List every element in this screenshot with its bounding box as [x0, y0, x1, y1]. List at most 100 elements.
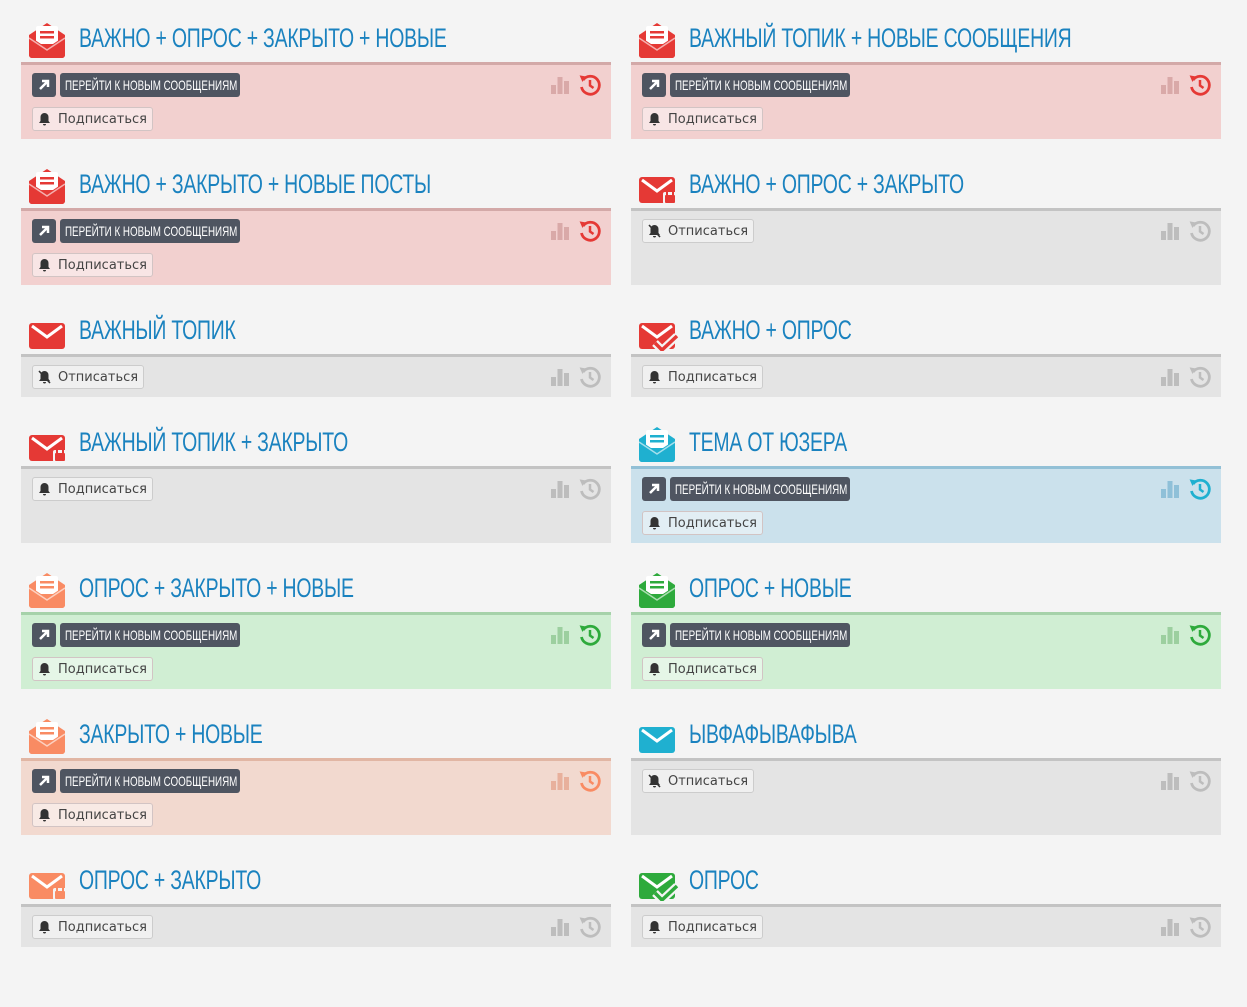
topic-block: ВАЖНО + ОПРОС + ЗАКРЫТО + НОВЫЕ ПЕРЕЙТИ К…: [21, 15, 611, 139]
topic-header: ОПРОС + НОВЫЕ: [631, 565, 1221, 612]
bar-chart-icon[interactable]: [1160, 625, 1180, 649]
history-icon[interactable]: [578, 915, 602, 943]
bar-chart-icon[interactable]: [550, 771, 570, 795]
history-icon[interactable]: [578, 477, 602, 505]
envelope-icon: [631, 715, 679, 755]
history-icon[interactable]: [1188, 477, 1212, 505]
subscribe-label: Подписаться: [58, 807, 147, 823]
bar-chart-icon[interactable]: [1160, 221, 1180, 245]
topic-header: ВАЖНО + ОПРОС: [631, 307, 1221, 354]
history-icon[interactable]: [578, 623, 602, 651]
topic-title[interactable]: ВАЖНО + ОПРОС: [689, 315, 852, 345]
goto-new-messages-button[interactable]: ПЕРЕЙТИ К НОВЫМ СООБЩЕНИЯМ: [642, 623, 1210, 647]
topic-header: ВАЖНЫЙ ТОПИК + ЗАКРЫТО: [21, 419, 611, 466]
envelope-open-icon: [631, 569, 679, 609]
goto-label: ПЕРЕЙТИ К НОВЫМ СООБЩЕНИЯМ: [65, 77, 238, 93]
goto-new-messages-button[interactable]: ПЕРЕЙТИ К НОВЫМ СООБЩЕНИЯМ: [32, 73, 600, 97]
goto-new-messages-button[interactable]: ПЕРЕЙТИ К НОВЫМ СООБЩЕНИЯМ: [642, 73, 1210, 97]
history-icon[interactable]: [578, 365, 602, 393]
topic-title[interactable]: ОПРОС: [689, 865, 759, 895]
history-icon[interactable]: [1188, 365, 1212, 393]
unsubscribe-label: Отписаться: [668, 223, 749, 239]
topic-title[interactable]: ВАЖНЫЙ ТОПИК + ЗАКРЫТО: [79, 427, 348, 457]
goto-new-messages-button[interactable]: ПЕРЕЙТИ К НОВЫМ СООБЩЕНИЯМ: [32, 769, 600, 793]
topic-title[interactable]: ВАЖНЫЙ ТОПИК + НОВЫЕ СООБЩЕНИЯ: [689, 23, 1072, 53]
bell-icon: [648, 370, 661, 384]
topic-card: ПЕРЕЙТИ К НОВЫМ СООБЩЕНИЯМ Подписаться: [631, 612, 1221, 689]
topic-card: Подписаться: [21, 904, 611, 947]
topic-grid: ВАЖНО + ОПРОС + ЗАКРЫТО + НОВЫЕ ПЕРЕЙТИ К…: [21, 15, 1221, 947]
envelope-check-icon: [631, 311, 679, 351]
topic-header: ВАЖНО + ОПРОС + ЗАКРЫТО: [631, 161, 1221, 208]
bell-slash-icon: [648, 224, 661, 238]
history-icon[interactable]: [1188, 219, 1212, 247]
topic-title[interactable]: ОПРОС + ЗАКРЫТО + НОВЫЕ: [79, 573, 354, 603]
subscribe-button[interactable]: Подписаться: [32, 253, 153, 277]
topic-title[interactable]: ТЕМА ОТ ЮЗЕРА: [689, 427, 847, 457]
bar-chart-icon[interactable]: [550, 917, 570, 941]
bell-icon: [38, 112, 51, 126]
unsubscribe-button[interactable]: Отписаться: [32, 365, 145, 389]
history-icon[interactable]: [1188, 915, 1212, 943]
topic-title[interactable]: ВАЖНО + ОПРОС + ЗАКРЫТО: [689, 169, 964, 199]
topic-header: ВАЖНЫЙ ТОПИК: [21, 307, 611, 354]
bar-chart-icon[interactable]: [1160, 367, 1180, 391]
subscribe-button[interactable]: Подписаться: [32, 657, 153, 681]
subscribe-button[interactable]: Подписаться: [642, 365, 763, 389]
topic-title[interactable]: ЫВФАФЫВАФЫВА: [689, 719, 857, 749]
bar-chart-icon[interactable]: [550, 367, 570, 391]
subscribe-button[interactable]: Подписаться: [32, 803, 153, 827]
bar-chart-icon[interactable]: [550, 75, 570, 99]
goto-label: ПЕРЕЙТИ К НОВЫМ СООБЩЕНИЯМ: [65, 773, 238, 789]
envelope-lock-icon: [21, 423, 69, 463]
history-icon[interactable]: [578, 219, 602, 247]
bar-chart-icon[interactable]: [550, 479, 570, 503]
subscribe-button[interactable]: Подписаться: [642, 107, 763, 131]
topic-block: ВАЖНО + ОПРОС + ЗАКРЫТО Отписаться: [631, 161, 1221, 285]
topic-block: ВАЖНО + ОПРОС Подписаться: [631, 307, 1221, 397]
topic-title[interactable]: ВАЖНЫЙ ТОПИК: [79, 315, 236, 345]
bar-chart-icon[interactable]: [1160, 917, 1180, 941]
unsubscribe-button[interactable]: Отписаться: [642, 769, 755, 793]
goto-label: ПЕРЕЙТИ К НОВЫМ СООБЩЕНИЯМ: [675, 627, 848, 643]
bell-icon: [38, 808, 51, 822]
history-icon[interactable]: [1188, 73, 1212, 101]
subscribe-button[interactable]: Подписаться: [642, 511, 763, 535]
subscribe-button[interactable]: Подписаться: [642, 657, 763, 681]
envelope-open-icon: [21, 569, 69, 609]
subscribe-button[interactable]: Подписаться: [642, 915, 763, 939]
envelope-open-icon: [21, 165, 69, 205]
subscribe-button[interactable]: Подписаться: [32, 477, 153, 501]
topic-title[interactable]: ЗАКРЫТО + НОВЫЕ: [79, 719, 263, 749]
subscribe-button[interactable]: Подписаться: [32, 915, 153, 939]
subscribe-button[interactable]: Подписаться: [32, 107, 153, 131]
topic-card: Подписаться: [631, 904, 1221, 947]
topic-block: ОПРОС Подписаться: [631, 857, 1221, 947]
bar-chart-icon[interactable]: [550, 221, 570, 245]
bar-chart-icon[interactable]: [1160, 75, 1180, 99]
goto-new-messages-button[interactable]: ПЕРЕЙТИ К НОВЫМ СООБЩЕНИЯМ: [32, 623, 600, 647]
bar-chart-icon[interactable]: [550, 625, 570, 649]
topic-title[interactable]: ВАЖНО + ЗАКРЫТО + НОВЫЕ ПОСТЫ: [79, 169, 432, 199]
history-icon[interactable]: [1188, 623, 1212, 651]
goto-label: ПЕРЕЙТИ К НОВЫМ СООБЩЕНИЯМ: [65, 223, 238, 239]
unsubscribe-button[interactable]: Отписаться: [642, 219, 755, 243]
history-icon[interactable]: [1188, 769, 1212, 797]
bar-chart-icon[interactable]: [1160, 771, 1180, 795]
goto-new-messages-button[interactable]: ПЕРЕЙТИ К НОВЫМ СООБЩЕНИЯМ: [32, 219, 600, 243]
subscribe-label: Подписаться: [58, 919, 147, 935]
topic-title[interactable]: ОПРОС + ЗАКРЫТО: [79, 865, 262, 895]
bell-icon: [38, 258, 51, 272]
goto-new-messages-button[interactable]: ПЕРЕЙТИ К НОВЫМ СООБЩЕНИЯМ: [642, 477, 1210, 501]
history-icon[interactable]: [578, 769, 602, 797]
subscribe-label: Подписаться: [58, 257, 147, 273]
arrow-up-right-icon: [32, 623, 56, 647]
topic-title[interactable]: ОПРОС + НОВЫЕ: [689, 573, 852, 603]
history-icon[interactable]: [578, 73, 602, 101]
subscribe-label: Подписаться: [58, 111, 147, 127]
topic-block: ЫВФАФЫВАФЫВА Отписаться: [631, 711, 1221, 835]
bar-chart-icon[interactable]: [1160, 479, 1180, 503]
envelope-lock-icon: [631, 165, 679, 205]
subscribe-label: Подписаться: [668, 369, 757, 385]
topic-title[interactable]: ВАЖНО + ОПРОС + ЗАКРЫТО + НОВЫЕ: [79, 23, 447, 53]
